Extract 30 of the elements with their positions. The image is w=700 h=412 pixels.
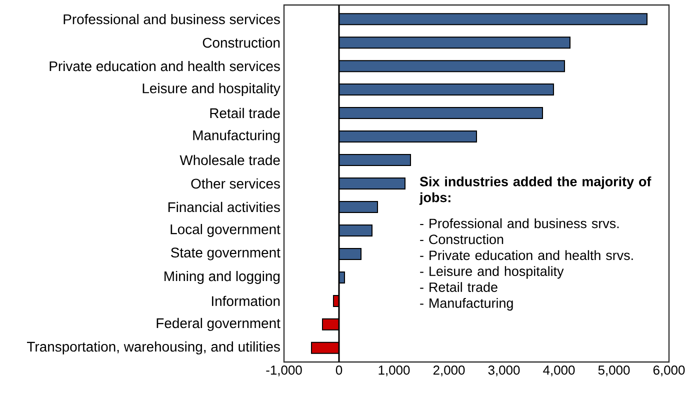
- y-tick-label: Local government: [170, 224, 280, 237]
- y-tick-label: Leisure and hospitality: [142, 83, 280, 96]
- y-tick-label: Retail trade: [210, 108, 280, 118]
- annotation: - Professional and business srvs.: [420, 218, 619, 228]
- annotation: - Construction: [420, 234, 504, 244]
- annotation: - Retail trade: [420, 282, 498, 292]
- x-tick-label: -1,000: [266, 366, 302, 376]
- y-tick-label: Transportation, warehousing, and utilities: [27, 341, 280, 354]
- x-tick-label: 4,000: [543, 366, 575, 376]
- x-tick-label: 5,000: [598, 366, 630, 376]
- y-tick-label: Mining and logging: [164, 270, 280, 284]
- annotation: Six industries added the majority of jobs:: [419, 176, 652, 205]
- y-tick-label: Financial activities: [168, 202, 280, 212]
- annotation: - Private education and health srvs.: [420, 250, 633, 260]
- y-tick-label: Construction: [202, 37, 280, 48]
- y-tick-label: Information: [212, 296, 280, 306]
- y-tick-label: State government: [171, 248, 280, 260]
- x-tick-label: 2,000: [433, 366, 465, 376]
- annotation: - Leisure and hospitality: [420, 266, 564, 279]
- y-tick-label: Other services: [191, 178, 280, 189]
- annotation: - Manufacturing: [420, 298, 513, 311]
- y-tick-label: Professional and business services: [64, 14, 280, 24]
- y-tick-label: Wholesale trade: [180, 154, 280, 166]
- y-tick-label: Private education and health services: [50, 60, 280, 72]
- y-tick-label: Manufacturing: [193, 130, 280, 144]
- x-tick-label: 3,000: [488, 366, 520, 376]
- x-tick-label: 1,000: [378, 366, 410, 376]
- x-tick-label: 6,000: [653, 366, 685, 376]
- x-tick-label: 0: [336, 366, 342, 375]
- y-tick-label: Federal government: [156, 318, 280, 331]
